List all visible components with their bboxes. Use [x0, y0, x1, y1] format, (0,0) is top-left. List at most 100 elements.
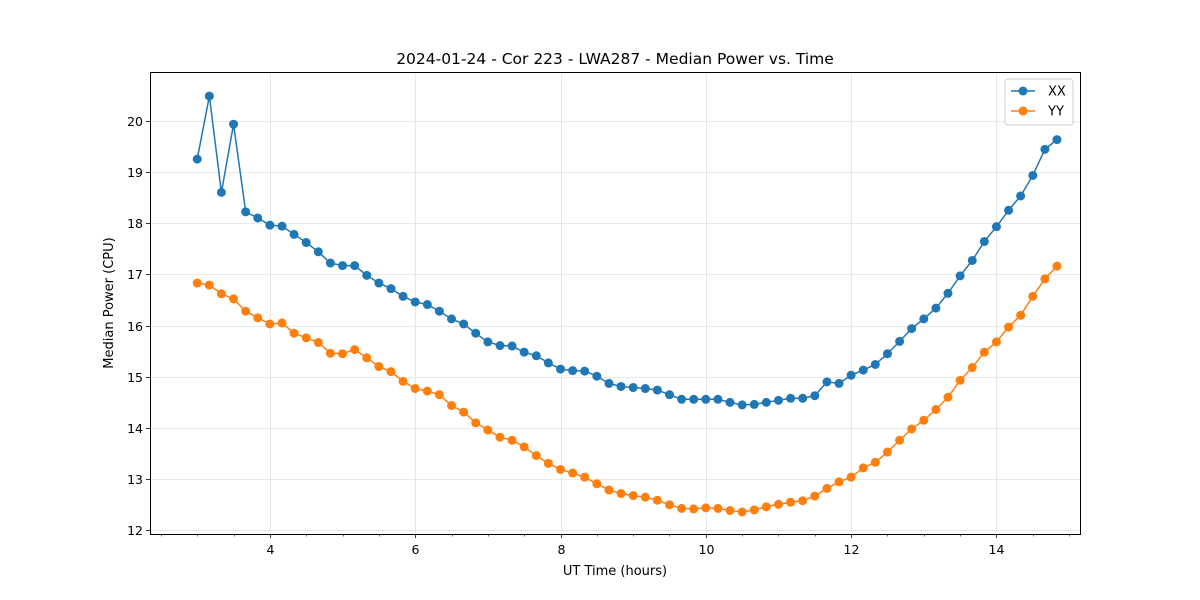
data-point-xx: [640, 384, 650, 394]
x-tick-label: 10: [699, 542, 715, 557]
data-point-yy: [338, 349, 348, 359]
data-point-xx: [350, 261, 360, 271]
data-point-yy: [761, 502, 771, 512]
data-point-xx: [761, 397, 771, 407]
data-point-xx: [386, 284, 396, 294]
data-point-xx: [422, 300, 432, 310]
data-point-xx: [1004, 205, 1014, 215]
data-point-xx: [192, 154, 202, 164]
data-point-xx: [253, 213, 263, 223]
data-point-xx: [604, 378, 614, 388]
data-point-yy: [241, 306, 251, 316]
data-point-xx: [882, 349, 892, 359]
data-point-yy: [229, 294, 239, 304]
data-point-xx: [531, 351, 541, 361]
data-point-xx: [931, 303, 941, 313]
data-point-xx: [277, 221, 287, 231]
data-point-yy: [870, 457, 880, 467]
data-point-yy: [919, 415, 929, 425]
y-axis: 12 13 14 15 16 17 18 19 20: [127, 114, 150, 538]
grid: [150, 72, 1080, 534]
data-point-yy: [434, 390, 444, 400]
x-axis: 4 6 8 10 12 14: [161, 534, 1070, 557]
data-point-yy: [798, 496, 808, 506]
data-point-yy: [301, 333, 311, 343]
y-tick-label: 15: [127, 370, 143, 385]
data-point-xx: [689, 394, 699, 404]
legend: XX YY: [1004, 78, 1074, 126]
data-point-yy: [531, 451, 541, 461]
data-point-xx: [725, 397, 735, 407]
y-tick-label: 13: [127, 472, 143, 487]
data-point-yy: [834, 477, 844, 487]
data-point-xx: [374, 278, 384, 288]
data-point-xx: [798, 393, 808, 403]
data-point-yy: [713, 503, 723, 513]
data-point-yy: [1052, 261, 1062, 271]
data-point-yy: [737, 507, 747, 517]
x-tick-label: 12: [844, 542, 860, 557]
x-tick-label: 6: [412, 542, 420, 557]
data-point-yy: [677, 503, 687, 513]
data-point-xx: [701, 394, 711, 404]
data-point-yy: [277, 318, 287, 328]
data-point-yy: [604, 485, 614, 495]
data-point-yy: [580, 472, 590, 482]
data-point-yy: [253, 313, 263, 323]
data-point-xx: [955, 271, 965, 281]
data-point-xx: [749, 399, 759, 409]
data-point-yy: [1004, 322, 1014, 332]
legend-marker-xx: [1018, 86, 1028, 96]
data-point-yy: [216, 289, 226, 299]
x-tick-label: 8: [558, 542, 566, 557]
data-point-yy: [652, 495, 662, 505]
data-point-xx: [471, 328, 481, 338]
data-point-xx: [810, 391, 820, 401]
data-point-yy: [895, 435, 905, 445]
data-point-xx: [216, 187, 226, 197]
series-layer: [192, 91, 1062, 517]
y-tick-label: 19: [127, 165, 143, 180]
data-point-yy: [991, 337, 1001, 347]
y-tick-label: 20: [127, 114, 143, 129]
data-point-yy: [265, 319, 275, 329]
data-point-yy: [943, 392, 953, 402]
data-point-yy: [822, 483, 832, 493]
data-point-yy: [628, 491, 638, 501]
legend-entry-yy: YY: [1011, 105, 1064, 120]
data-point-yy: [204, 280, 214, 290]
data-point-xx: [519, 347, 529, 357]
data-point-xx: [616, 381, 626, 391]
data-point-xx: [1028, 170, 1038, 180]
data-point-yy: [907, 424, 917, 434]
data-point-yy: [931, 405, 941, 415]
data-point-xx: [301, 238, 311, 248]
data-point-xx: [979, 237, 989, 247]
data-point-yy: [519, 442, 529, 452]
data-point-yy: [1016, 310, 1026, 320]
y-tick-label: 17: [127, 267, 143, 282]
data-point-xx: [628, 383, 638, 393]
data-point-xx: [459, 319, 469, 329]
data-point-yy: [398, 376, 408, 386]
data-point-yy: [725, 505, 735, 515]
data-point-yy: [289, 328, 299, 338]
data-point-xx: [398, 291, 408, 301]
chart-title: 2024-01-24 - Cor 223 - LWA287 - Median P…: [396, 50, 834, 68]
data-point-xx: [556, 364, 566, 374]
data-point-yy: [192, 278, 202, 288]
data-point-xx: [858, 365, 868, 375]
data-point-xx: [241, 207, 251, 217]
data-point-yy: [568, 468, 578, 478]
y-tick-label: 18: [127, 216, 143, 231]
y-axis-label: Median Power (CPU): [102, 237, 117, 368]
data-point-xx: [677, 394, 687, 404]
data-point-xx: [592, 371, 602, 381]
data-point-xx: [773, 395, 783, 405]
data-point-yy: [350, 345, 360, 355]
data-point-xx: [229, 119, 239, 129]
data-point-xx: [338, 261, 348, 271]
data-point-yy: [313, 337, 323, 347]
data-point-yy: [749, 505, 759, 515]
data-point-yy: [967, 363, 977, 373]
